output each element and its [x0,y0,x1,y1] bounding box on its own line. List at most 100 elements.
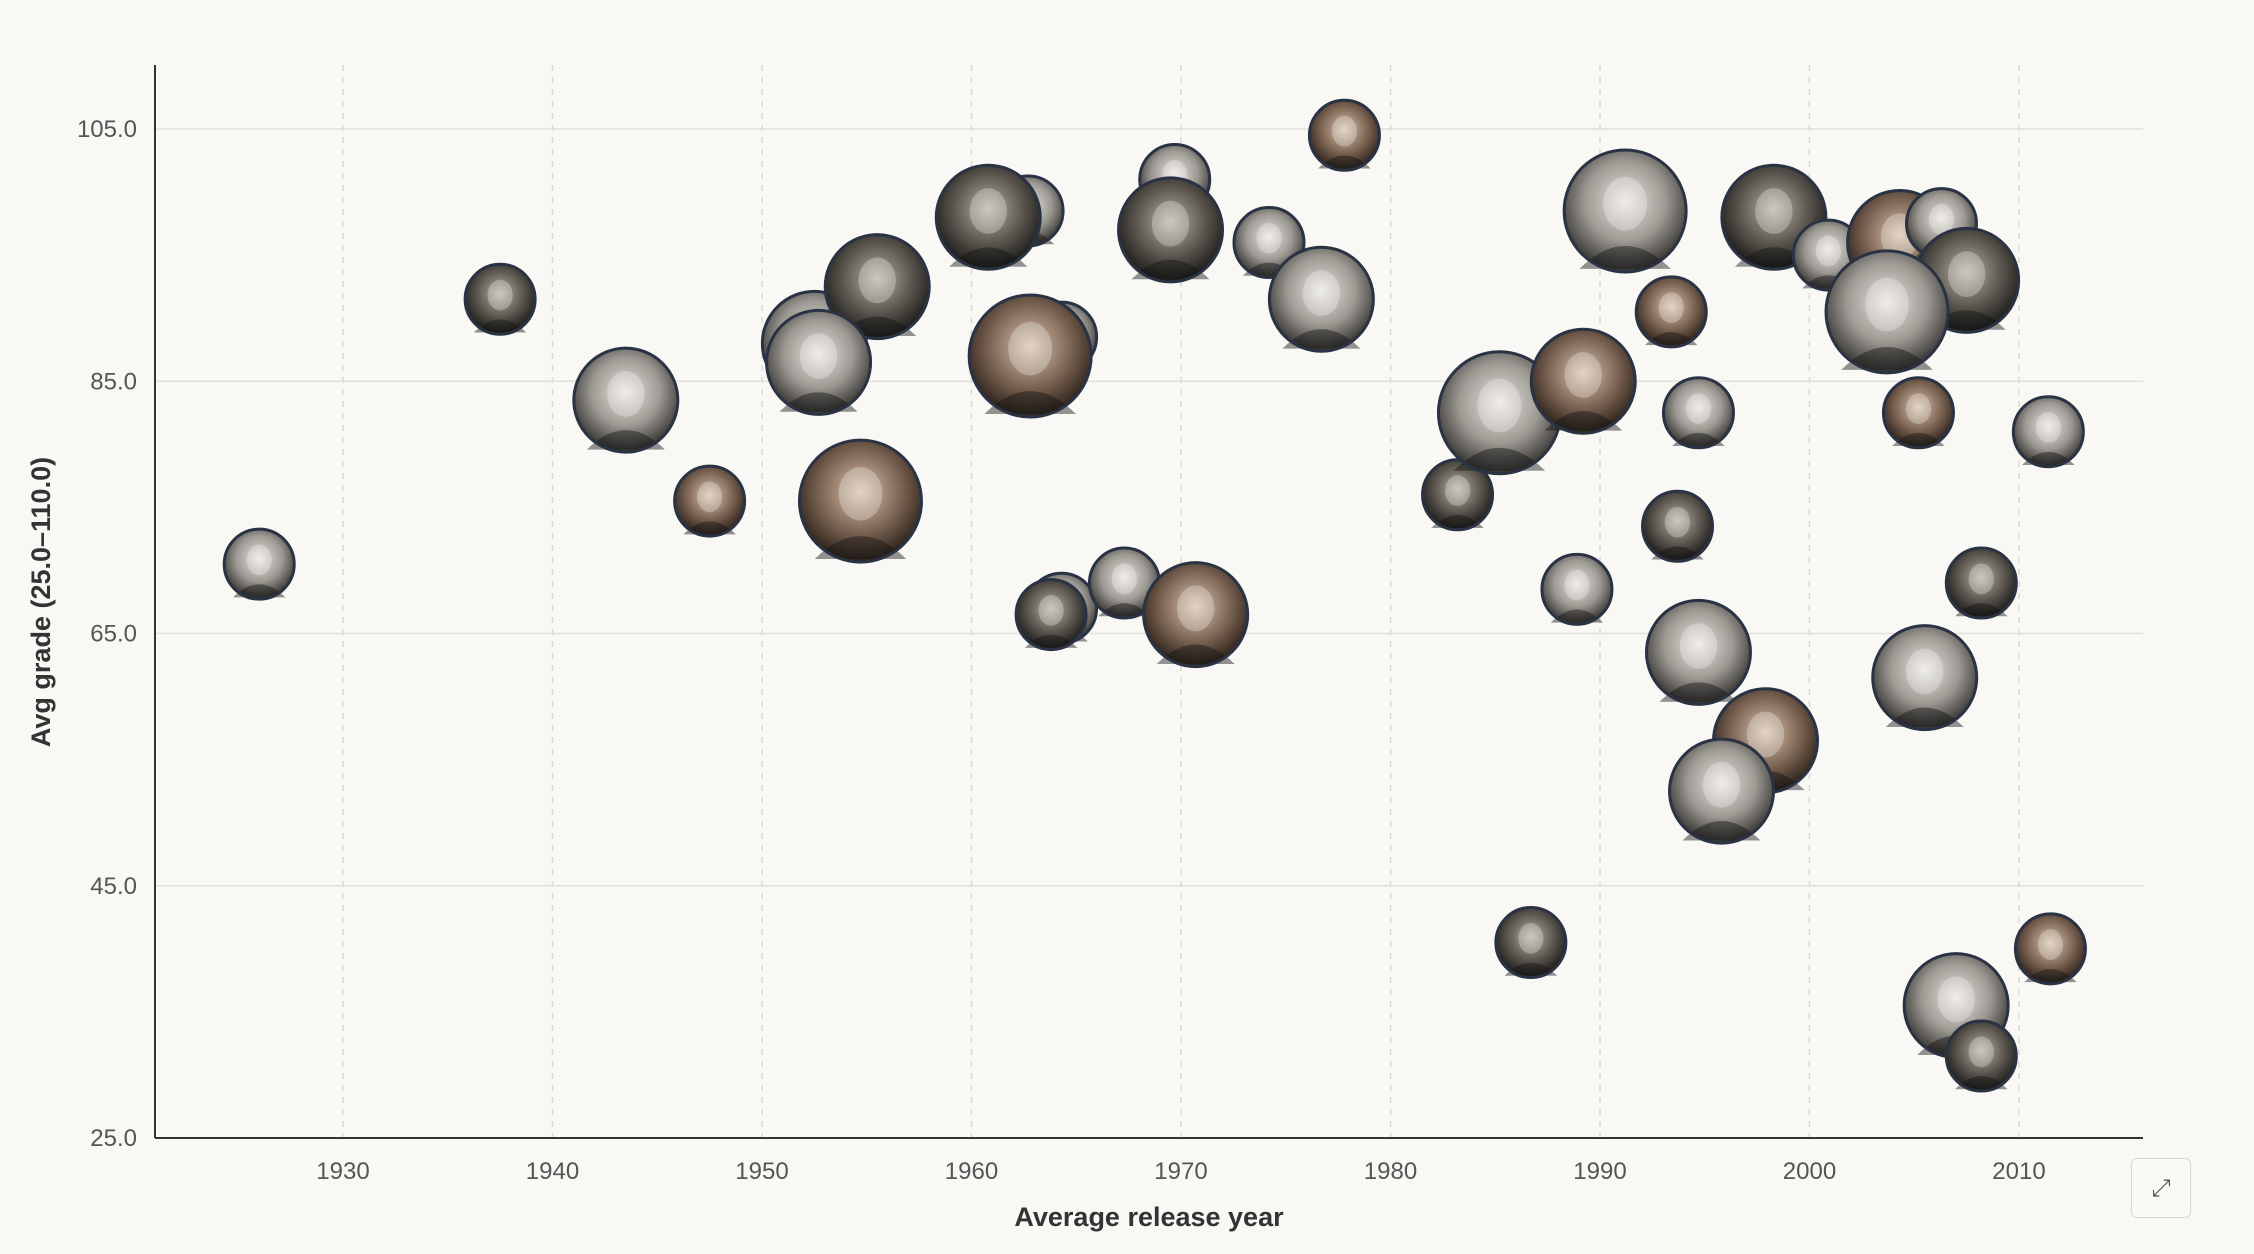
portrait-fill [1883,377,1954,448]
portrait-fill [1946,1021,2017,1092]
portrait-head [969,188,1007,234]
portrait-fill [1663,377,1734,448]
director-point[interactable] [1641,489,1715,563]
portrait-border [1307,98,1381,172]
portrait-shoulders [984,391,1076,414]
portrait-fill [799,440,922,563]
portrait-shoulders [1504,962,1558,976]
portrait-head [799,333,838,379]
portrait-head [1968,1036,1994,1068]
director-point[interactable] [1307,98,1381,172]
portrait-shoulders [1672,432,1725,447]
director-point[interactable] [1142,561,1250,669]
portrait-border [463,262,537,336]
portrait-head [1664,506,1691,538]
director-point[interactable] [1824,249,1950,375]
x-tick-label: 1950 [735,1158,788,1185]
director-point[interactable] [222,527,296,601]
portrait-fill [2013,396,2084,467]
y-tick-label: 105.0 [77,116,137,143]
y-tick-label: 85.0 [90,368,137,395]
portrait-shoulders [1431,514,1484,529]
x-tick-labels: 1930 1940 1950 1960 1970 1980 1990 2000 2010 [316,1158,2045,1185]
portrait-fill [465,264,536,335]
portrait-border [1232,206,1306,280]
portrait-head [1008,321,1053,376]
director-point[interactable] [1529,327,1637,435]
y-tick-label: 25.0 [90,1125,137,1152]
portrait-shoulders [1131,259,1210,280]
portrait-border [1634,275,1708,349]
director-point[interactable] [823,233,931,341]
portrait-shoulders [1955,1076,2008,1090]
director-point[interactable] [572,346,680,454]
portrait-border [1142,561,1250,669]
director-point[interactable] [1421,458,1495,532]
portrait-fill [2015,913,2086,984]
director-point[interactable] [1267,245,1375,353]
portrait-border [1668,737,1776,845]
director-point[interactable] [1562,148,1688,274]
portrait-head [1151,200,1190,247]
director-point[interactable] [1871,624,1979,732]
director-point[interactable] [1540,552,1614,626]
portrait-head [607,371,645,417]
portrait-fill [1016,579,1087,650]
portrait-border [2011,395,2085,469]
portrait-fill [1826,250,1949,373]
portrait-head [1111,563,1138,595]
portrait-border [797,438,923,564]
portrait-shoulders [1282,329,1361,349]
portrait-head [1564,352,1602,398]
director-point[interactable] [463,262,537,336]
portrait-head [1176,585,1215,632]
portrait-shoulders [683,521,736,535]
portrait-border [1871,624,1979,732]
director-point[interactable] [797,438,923,564]
portrait-shoulders [586,430,665,450]
portrait-fill [1636,276,1707,347]
director-point[interactable] [934,163,1042,271]
y-tick-labels: 25.0 45.0 65.0 85.0 105.0 [77,116,137,1152]
portrait-head [1302,270,1341,316]
expand-button[interactable]: ⤢ [2131,1158,2191,1218]
director-point[interactable] [1494,906,1568,980]
director-point[interactable] [1881,376,1955,450]
portrait-shoulders [1651,546,1704,560]
portrait-head [1755,188,1793,234]
y-tick-label: 45.0 [90,873,137,900]
portrait-border [1494,906,1568,980]
director-point[interactable] [1117,176,1225,284]
director-point[interactable] [1668,737,1776,845]
portrait-head [1947,251,1986,297]
director-point[interactable] [1944,546,2018,620]
director-point[interactable] [1944,1019,2018,1093]
portrait-shoulders [1550,609,1604,623]
director-point[interactable] [765,308,873,416]
portrait-head [1603,176,1648,231]
portrait-fill [1089,548,1160,619]
portrait-shoulders [1453,447,1546,471]
director-point[interactable] [1661,376,1735,450]
director-point[interactable] [1087,546,1161,620]
portrait-shoulders [949,247,1028,267]
portrait-border [673,464,747,538]
portrait-border [1881,376,1955,450]
portrait-head [487,279,513,311]
director-point[interactable] [1014,578,1088,652]
x-tick-label: 2000 [1783,1158,1836,1185]
portrait-head [858,257,896,304]
director-point[interactable] [1634,275,1708,349]
director-point[interactable] [2011,395,2085,469]
x-tick-label: 1960 [945,1158,998,1185]
portrait-fill [1309,100,1380,171]
x-tick-label: 1970 [1154,1158,1207,1185]
portrait-shoulders [1955,603,2008,617]
director-point[interactable] [967,293,1093,419]
portrait-border [1944,1019,2018,1093]
director-point[interactable] [673,464,747,538]
director-point[interactable] [2013,912,2087,986]
portrait-border [1824,249,1950,375]
portrait-head [1477,378,1522,433]
director-point[interactable] [1644,598,1752,706]
